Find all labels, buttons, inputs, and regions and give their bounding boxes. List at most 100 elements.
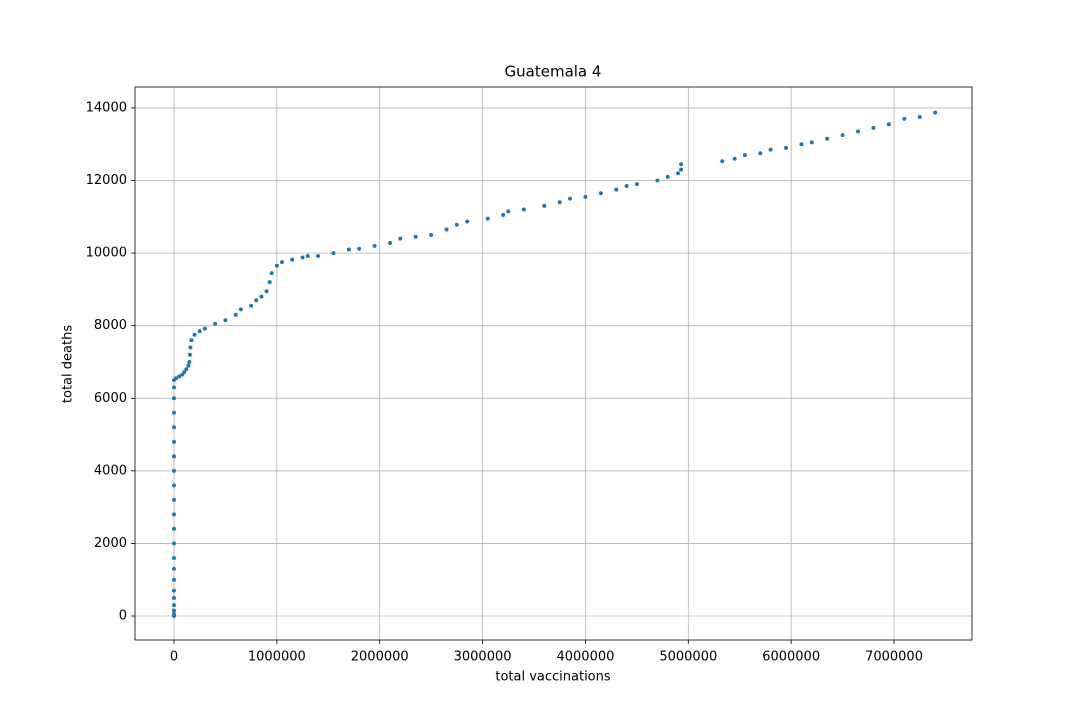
point xyxy=(192,332,197,337)
point xyxy=(279,260,284,265)
point xyxy=(444,227,449,232)
point xyxy=(171,526,176,531)
point xyxy=(267,280,272,285)
point xyxy=(315,254,320,259)
point xyxy=(387,240,392,245)
point xyxy=(568,196,573,201)
point xyxy=(171,425,176,430)
point xyxy=(197,329,202,334)
point xyxy=(213,321,218,326)
point xyxy=(598,191,603,196)
x-tick-label: 5000000 xyxy=(659,650,717,665)
chart-title: Guatemala 4 xyxy=(505,63,602,81)
point xyxy=(758,151,763,156)
point xyxy=(274,263,279,268)
point xyxy=(614,187,619,192)
point xyxy=(254,298,259,303)
point xyxy=(171,555,176,560)
point xyxy=(171,512,176,517)
point xyxy=(429,232,434,237)
point xyxy=(665,174,670,179)
point xyxy=(742,153,747,158)
point xyxy=(583,194,588,199)
x-tick-label: 2000000 xyxy=(351,650,409,665)
point xyxy=(171,577,176,582)
y-tick-label: 0 xyxy=(119,609,127,624)
x-tick-label: 3000000 xyxy=(454,650,512,665)
point xyxy=(825,136,830,141)
point xyxy=(171,410,176,415)
point xyxy=(187,359,192,364)
x-tick-label: 6000000 xyxy=(762,650,820,665)
point xyxy=(679,162,684,167)
point xyxy=(542,203,547,208)
point xyxy=(171,483,176,488)
x-tick-label: 0 xyxy=(170,650,178,665)
point xyxy=(346,247,351,252)
x-axis-label: total vaccinations xyxy=(495,670,611,685)
point xyxy=(223,318,228,323)
point xyxy=(501,212,506,217)
point xyxy=(171,566,176,571)
point xyxy=(189,338,194,343)
point xyxy=(557,200,562,205)
point xyxy=(174,376,179,381)
point xyxy=(933,110,938,115)
point xyxy=(238,307,243,312)
point xyxy=(521,207,526,212)
point xyxy=(871,125,876,130)
point xyxy=(177,374,182,379)
point xyxy=(305,254,310,259)
point xyxy=(171,439,176,444)
point xyxy=(357,246,362,251)
point xyxy=(264,289,269,294)
y-tick-label: 2000 xyxy=(94,536,127,551)
point xyxy=(624,183,629,188)
point xyxy=(171,396,176,401)
point xyxy=(398,236,403,241)
y-axis-label: total deaths xyxy=(61,325,76,403)
point xyxy=(171,468,176,473)
point xyxy=(720,159,725,164)
point xyxy=(372,243,377,248)
point xyxy=(679,167,684,172)
x-tick-label: 7000000 xyxy=(865,650,923,665)
point xyxy=(171,595,176,600)
x-tick-label: 4000000 xyxy=(556,650,614,665)
x-tick-label: 1000000 xyxy=(248,650,306,665)
point xyxy=(171,603,176,608)
y-tick-label: 6000 xyxy=(94,391,127,406)
point xyxy=(856,129,861,134)
point xyxy=(413,234,418,239)
point xyxy=(300,255,305,260)
point xyxy=(917,115,922,120)
point xyxy=(171,608,176,613)
point xyxy=(187,352,192,357)
point xyxy=(784,145,789,150)
point xyxy=(634,182,639,187)
point xyxy=(171,588,176,593)
plot-frame xyxy=(134,86,973,641)
y-tick-label: 10000 xyxy=(86,246,127,261)
point xyxy=(454,222,459,227)
point xyxy=(171,454,176,459)
point xyxy=(809,140,814,145)
point xyxy=(331,251,336,256)
point xyxy=(202,326,207,331)
point xyxy=(799,142,804,147)
point xyxy=(655,178,660,183)
point xyxy=(840,133,845,138)
point xyxy=(171,541,176,546)
point xyxy=(485,216,490,221)
y-tick-label: 12000 xyxy=(86,173,127,188)
point xyxy=(506,209,511,214)
point xyxy=(171,385,176,390)
point xyxy=(902,116,907,121)
point xyxy=(290,257,295,262)
point xyxy=(259,294,264,299)
point xyxy=(886,122,891,127)
point xyxy=(182,370,187,375)
y-tick-label: 4000 xyxy=(94,463,127,478)
